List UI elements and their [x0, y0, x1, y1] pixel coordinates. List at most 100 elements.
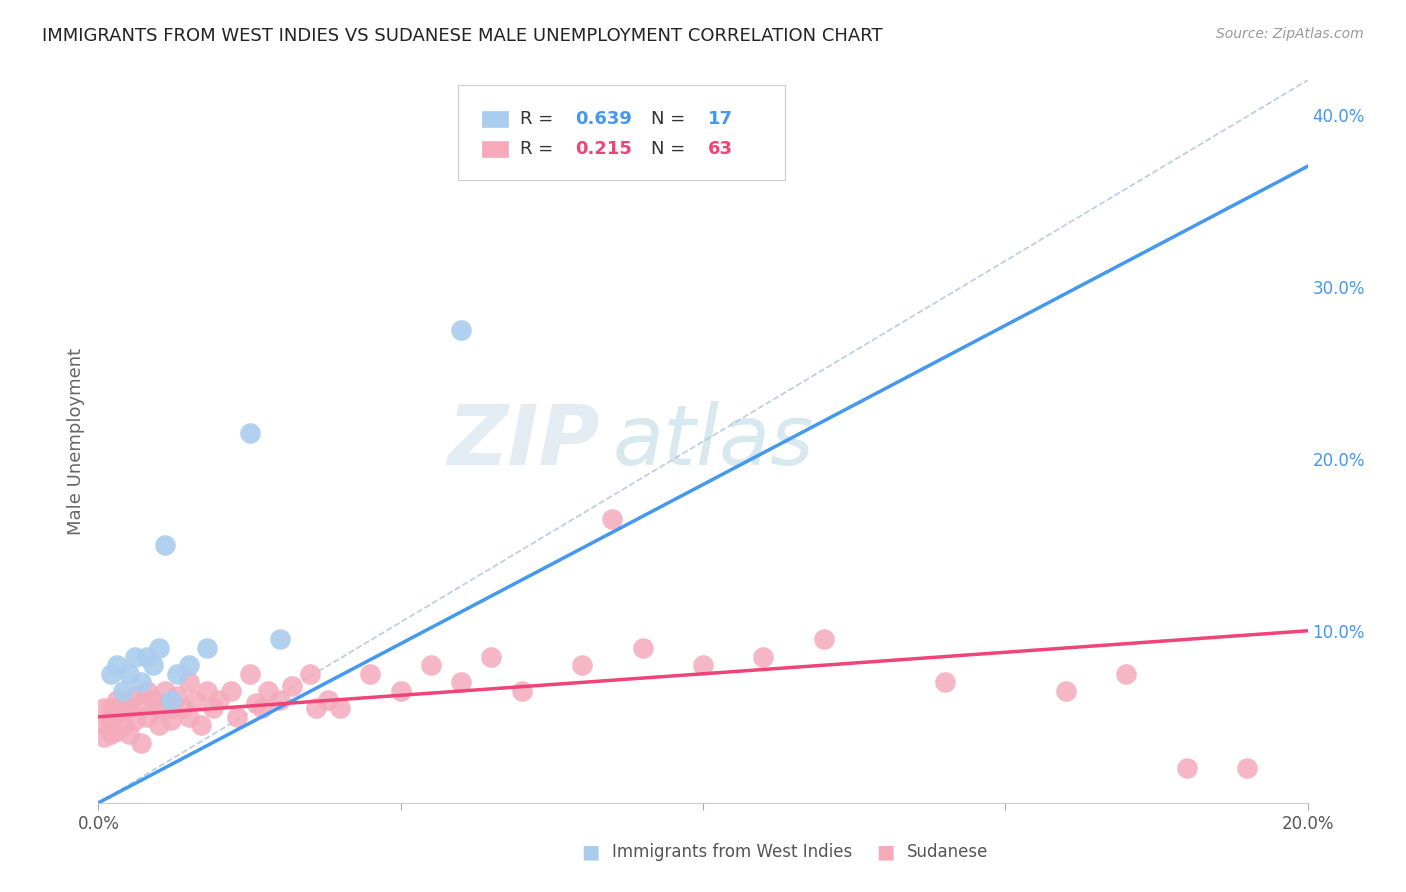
Point — [450, 323, 472, 337]
Text: R =: R = — [520, 110, 560, 128]
Point — [160, 701, 183, 715]
Point — [111, 696, 134, 710]
Point — [179, 658, 201, 673]
Point — [571, 658, 593, 673]
Point — [481, 649, 503, 664]
Point — [135, 710, 157, 724]
Point — [160, 713, 183, 727]
Point — [100, 666, 122, 681]
Point — [184, 692, 207, 706]
Point — [153, 538, 176, 552]
Text: Source: ZipAtlas.com: Source: ZipAtlas.com — [1216, 27, 1364, 41]
Text: atlas: atlas — [613, 401, 814, 482]
Point — [208, 692, 231, 706]
Point — [299, 666, 322, 681]
Point — [245, 696, 267, 710]
Point — [239, 425, 262, 440]
Point — [195, 684, 218, 698]
Point — [450, 675, 472, 690]
Text: ZIP: ZIP — [447, 401, 600, 482]
Point — [142, 692, 165, 706]
Point — [389, 684, 412, 698]
Point — [100, 727, 122, 741]
Point — [100, 701, 122, 715]
Text: 0.639: 0.639 — [575, 110, 631, 128]
Text: ■: ■ — [581, 842, 600, 862]
Point — [166, 689, 188, 703]
Point — [316, 692, 339, 706]
Y-axis label: Male Unemployment: Male Unemployment — [66, 348, 84, 535]
Point — [221, 684, 243, 698]
Point — [105, 723, 128, 738]
Text: 17: 17 — [707, 110, 733, 128]
Point — [269, 692, 291, 706]
Point — [93, 718, 115, 732]
Point — [118, 666, 141, 681]
Text: N =: N = — [651, 110, 690, 128]
Point — [93, 701, 115, 715]
Point — [256, 684, 278, 698]
Text: Immigrants from West Indies: Immigrants from West Indies — [612, 843, 852, 861]
Point — [124, 689, 146, 703]
Text: IMMIGRANTS FROM WEST INDIES VS SUDANESE MALE UNEMPLOYMENT CORRELATION CHART: IMMIGRANTS FROM WEST INDIES VS SUDANESE … — [42, 27, 883, 45]
Point — [1054, 684, 1077, 698]
Point — [124, 713, 146, 727]
Point — [239, 666, 262, 681]
Point — [202, 701, 225, 715]
Point — [100, 713, 122, 727]
Point — [1236, 761, 1258, 775]
Text: R =: R = — [520, 140, 560, 158]
Point — [190, 718, 212, 732]
Point — [153, 684, 176, 698]
Point — [420, 658, 443, 673]
Point — [813, 632, 835, 647]
Point — [129, 675, 152, 690]
Text: Sudanese: Sudanese — [907, 843, 988, 861]
Point — [360, 666, 382, 681]
Point — [692, 658, 714, 673]
Point — [226, 710, 249, 724]
Point — [105, 692, 128, 706]
Point — [1115, 666, 1137, 681]
Point — [631, 640, 654, 655]
Point — [148, 718, 170, 732]
Point — [602, 512, 624, 526]
Point — [166, 666, 188, 681]
Point — [172, 701, 194, 715]
Point — [752, 649, 775, 664]
FancyBboxPatch shape — [482, 141, 509, 157]
Point — [135, 649, 157, 664]
Point — [329, 701, 352, 715]
Point — [118, 727, 141, 741]
Text: 63: 63 — [707, 140, 733, 158]
Point — [281, 679, 304, 693]
Text: N =: N = — [651, 140, 690, 158]
Point — [148, 640, 170, 655]
Point — [129, 735, 152, 749]
Point — [105, 706, 128, 721]
Point — [934, 675, 956, 690]
Point — [93, 731, 115, 745]
Point — [305, 701, 328, 715]
Point — [510, 684, 533, 698]
Point — [105, 658, 128, 673]
FancyBboxPatch shape — [482, 111, 509, 127]
Point — [269, 632, 291, 647]
Point — [142, 658, 165, 673]
Point — [135, 684, 157, 698]
Point — [129, 696, 152, 710]
Point — [1175, 761, 1198, 775]
Point — [179, 710, 201, 724]
Point — [195, 640, 218, 655]
Point — [118, 701, 141, 715]
Text: ■: ■ — [876, 842, 896, 862]
Text: 0.215: 0.215 — [575, 140, 631, 158]
Point — [148, 701, 170, 715]
Point — [160, 692, 183, 706]
Point — [111, 684, 134, 698]
Point — [250, 701, 273, 715]
Point — [124, 649, 146, 664]
FancyBboxPatch shape — [457, 86, 785, 180]
Point — [179, 675, 201, 690]
Point — [111, 718, 134, 732]
